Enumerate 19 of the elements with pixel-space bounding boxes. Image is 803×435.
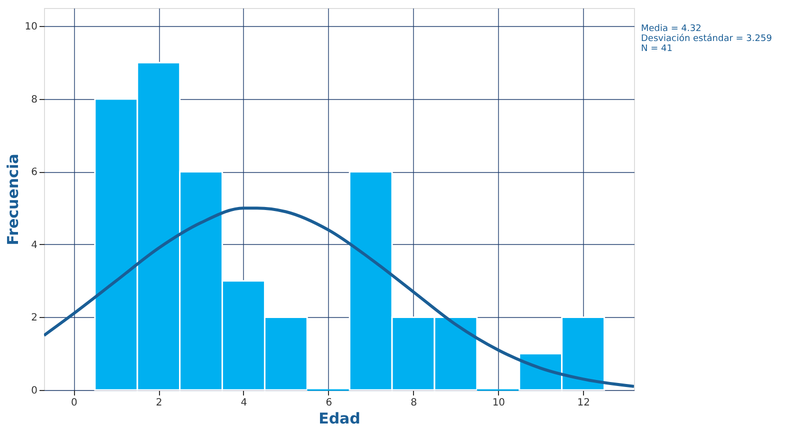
x-axis-title: Edad [318,410,360,428]
y-tick-label: 0 [31,386,38,396]
line-series [44,206,634,388]
y-tick-label: 6 [31,167,38,178]
x-tick-label: 0 [71,398,78,408]
text: Desviación estándar = 3.259 [641,33,772,44]
x-tick-label: 12 [577,398,590,408]
x-tick-label: 10 [492,398,506,408]
x-tick-label: 4 [240,398,248,408]
x-tick-label: 8 [410,398,417,408]
y-tick-label: 2 [31,312,38,324]
y-tick-label: 8 [31,94,38,106]
y-tick-label: 10 [24,22,38,33]
y-tick-label: 4 [31,240,38,251]
y-axis-title: Frecuencia [4,154,22,246]
x-tick-label: 6 [326,398,332,408]
text: N = 41 [641,44,672,54]
x-tick-label: 2 [156,398,162,408]
text: Media = 4.32 [641,24,702,34]
